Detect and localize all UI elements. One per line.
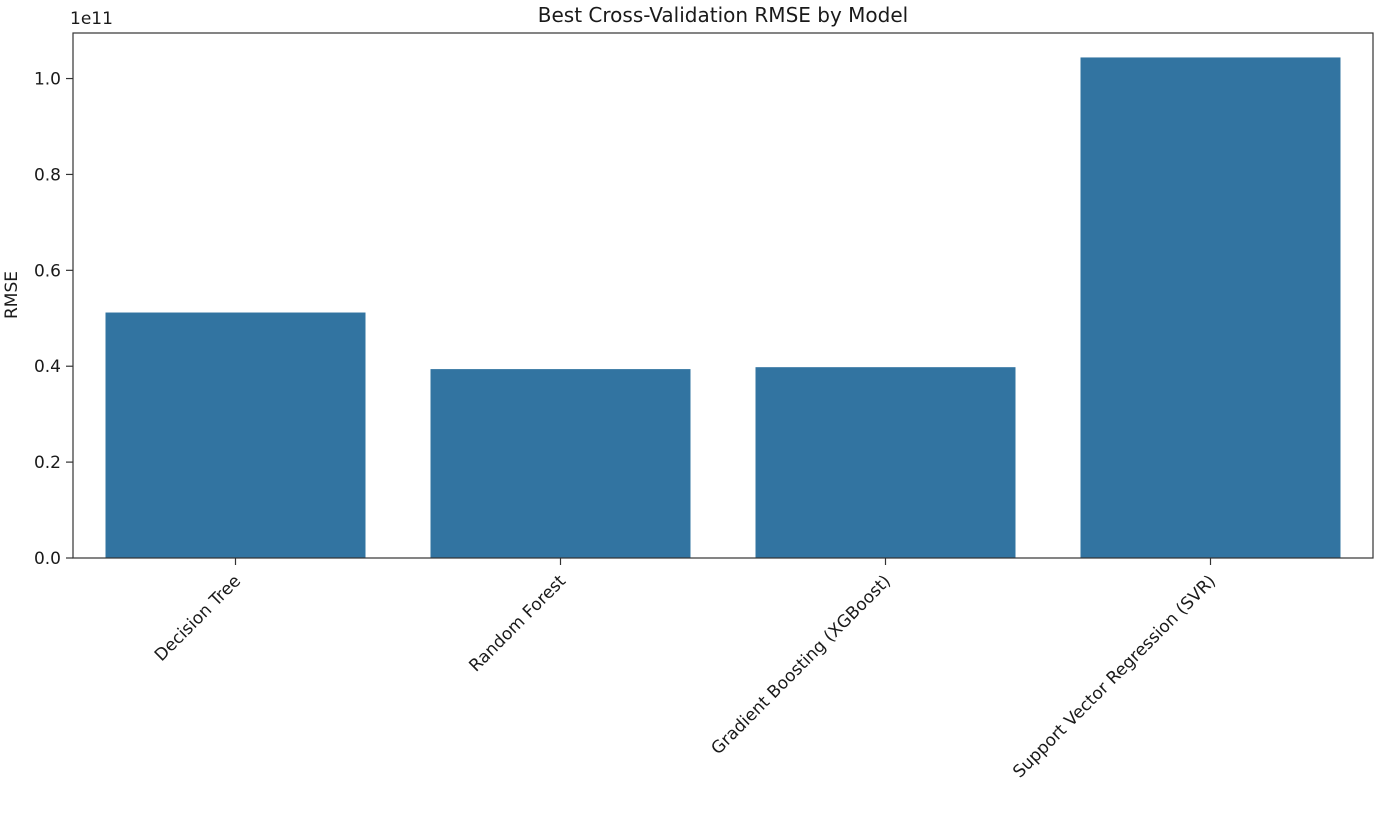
y-tick-label: 0.8 — [34, 165, 61, 185]
y-tick-label: 0.0 — [34, 549, 61, 569]
y-axis-label: RMSE — [2, 271, 22, 319]
x-tick-label: Support Vector Regression (SVR) — [1009, 571, 1220, 782]
bar — [430, 369, 691, 558]
x-tick-label: Decision Tree — [151, 571, 245, 665]
x-tick-label: Random Forest — [465, 571, 570, 676]
y-axis-offset-label: 1e11 — [70, 9, 113, 29]
bar — [1080, 57, 1341, 558]
y-tick-label: 0.2 — [34, 453, 61, 473]
chart-title: Best Cross-Validation RMSE by Model — [538, 3, 908, 27]
x-axis-ticks: Decision Tree Random Forest Gradient Boost… — [151, 558, 1220, 782]
plot-frame — [72, 32, 1374, 559]
bars-group — [105, 57, 1341, 558]
bar — [755, 367, 1016, 558]
y-tick-label: 0.4 — [34, 357, 61, 377]
y-axis-ticks: 0.0 0.2 0.4 0.6 0.8 1.0 — [34, 70, 73, 569]
y-tick-label: 0.6 — [34, 261, 61, 281]
y-tick-label: 1.0 — [34, 70, 61, 90]
x-tick-label: Gradient Boosting (XGBoost) — [708, 571, 895, 758]
bar — [105, 312, 366, 558]
